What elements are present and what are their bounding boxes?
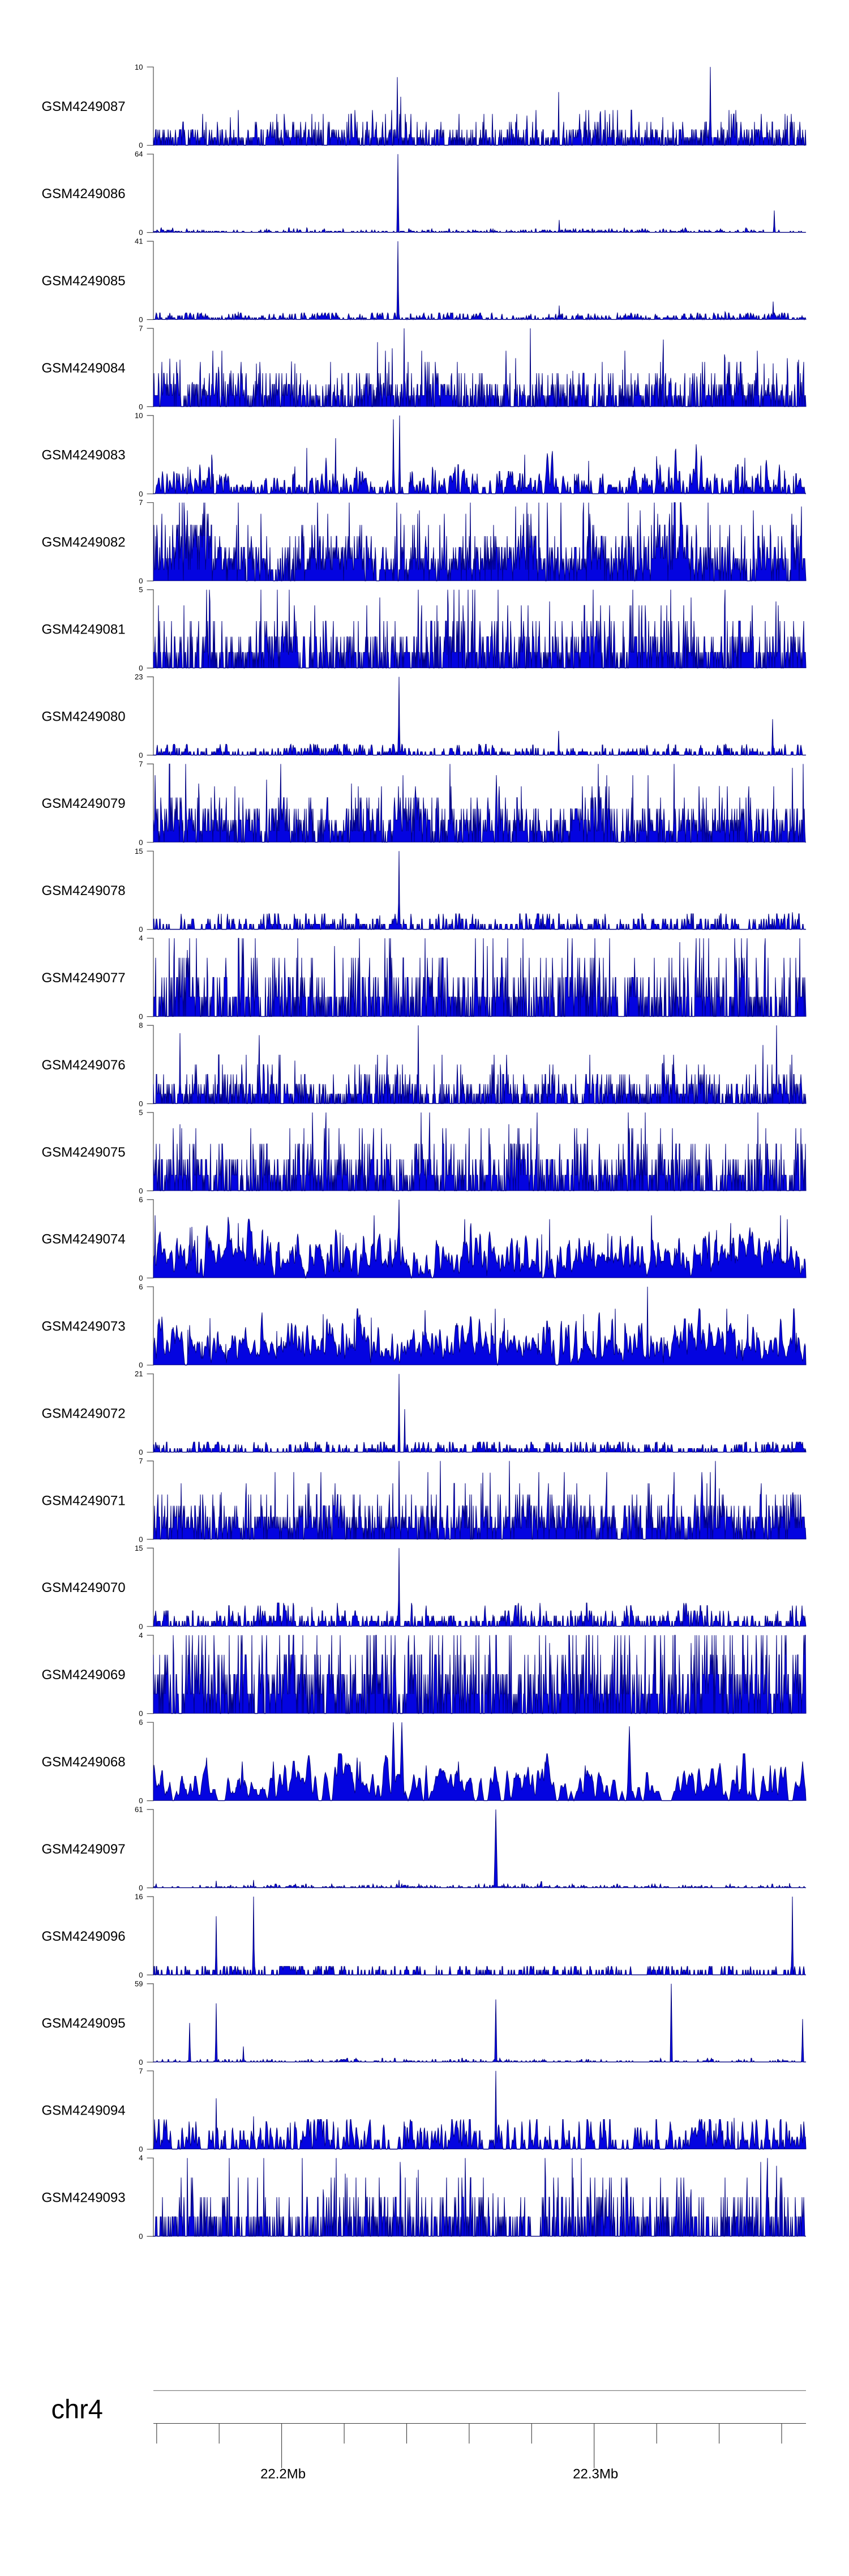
svg-text:7: 7 [139, 324, 143, 333]
svg-text:7: 7 [139, 1457, 143, 1465]
svg-text:0: 0 [139, 664, 143, 673]
svg-text:0: 0 [139, 141, 143, 149]
svg-text:0: 0 [139, 1187, 143, 1195]
svg-text:4: 4 [139, 934, 143, 943]
svg-text:GSM4249097: GSM4249097 [42, 1842, 126, 1857]
svg-text:0: 0 [139, 2145, 143, 2154]
svg-text:59: 59 [135, 1979, 143, 1988]
svg-text:0: 0 [139, 403, 143, 411]
svg-text:GSM4249077: GSM4249077 [42, 970, 126, 986]
svg-text:10: 10 [135, 63, 143, 71]
svg-text:GSM4249071: GSM4249071 [42, 1493, 126, 1508]
svg-text:23: 23 [135, 673, 143, 681]
svg-text:5: 5 [139, 1109, 143, 1117]
svg-text:6: 6 [139, 1195, 143, 1204]
svg-text:0: 0 [139, 228, 143, 237]
svg-text:GSM4249093: GSM4249093 [42, 2190, 126, 2206]
svg-text:6: 6 [139, 1718, 143, 1727]
svg-text:4: 4 [139, 1631, 143, 1640]
svg-text:0: 0 [139, 1099, 143, 1108]
svg-text:22.2Mb: 22.2Mb [260, 2467, 306, 2482]
svg-text:GSM4249083: GSM4249083 [42, 448, 126, 463]
svg-text:0: 0 [139, 751, 143, 759]
svg-text:GSM4249070: GSM4249070 [42, 1580, 126, 1595]
svg-text:0: 0 [139, 1448, 143, 1457]
svg-text:GSM4249072: GSM4249072 [42, 1406, 126, 1422]
svg-text:7: 7 [139, 760, 143, 768]
svg-text:0: 0 [139, 2058, 143, 2066]
svg-text:64: 64 [135, 150, 143, 159]
svg-text:6: 6 [139, 1282, 143, 1291]
svg-text:16: 16 [135, 1893, 143, 1901]
svg-text:GSM4249069: GSM4249069 [42, 1667, 126, 1683]
svg-text:GSM4249081: GSM4249081 [42, 622, 126, 637]
svg-text:61: 61 [135, 1805, 143, 1814]
svg-text:0: 0 [139, 2232, 143, 2241]
svg-text:GSM4249080: GSM4249080 [42, 709, 126, 724]
svg-text:0: 0 [139, 1535, 143, 1543]
svg-text:GSM4249076: GSM4249076 [42, 1058, 126, 1073]
svg-text:GSM4249096: GSM4249096 [42, 1929, 126, 1944]
svg-text:22.3Mb: 22.3Mb [573, 2467, 618, 2482]
svg-text:4: 4 [139, 2154, 143, 2162]
svg-text:0: 0 [139, 1796, 143, 1805]
svg-text:0: 0 [139, 925, 143, 934]
svg-text:0: 0 [139, 1884, 143, 1892]
svg-text:GSM4249068: GSM4249068 [42, 1755, 126, 1770]
svg-text:0: 0 [139, 1274, 143, 1282]
svg-text:GSM4249086: GSM4249086 [42, 186, 126, 202]
svg-text:15: 15 [135, 847, 143, 855]
svg-text:chr4: chr4 [52, 2394, 103, 2424]
svg-text:15: 15 [135, 1544, 143, 1552]
svg-text:GSM4249095: GSM4249095 [42, 2016, 126, 2031]
svg-text:10: 10 [135, 411, 143, 420]
svg-text:GSM4249082: GSM4249082 [42, 535, 126, 550]
svg-text:GSM4249087: GSM4249087 [42, 99, 126, 114]
svg-text:GSM4249073: GSM4249073 [42, 1319, 126, 1334]
svg-text:7: 7 [139, 498, 143, 507]
svg-text:0: 0 [139, 490, 143, 498]
svg-text:0: 0 [139, 1971, 143, 1979]
svg-text:21: 21 [135, 1370, 143, 1378]
svg-text:7: 7 [139, 2066, 143, 2075]
svg-text:0: 0 [139, 315, 143, 324]
svg-text:0: 0 [139, 1709, 143, 1718]
svg-text:0: 0 [139, 1361, 143, 1370]
svg-text:41: 41 [135, 237, 143, 246]
svg-text:0: 0 [139, 838, 143, 846]
svg-text:GSM4249079: GSM4249079 [42, 796, 126, 811]
svg-text:5: 5 [139, 585, 143, 594]
svg-text:0: 0 [139, 1012, 143, 1021]
svg-text:GSM4249078: GSM4249078 [42, 883, 126, 898]
svg-text:GSM4249075: GSM4249075 [42, 1145, 126, 1160]
svg-text:0: 0 [139, 1622, 143, 1631]
svg-text:GSM4249074: GSM4249074 [42, 1232, 126, 1247]
svg-text:8: 8 [139, 1021, 143, 1030]
svg-text:GSM4249084: GSM4249084 [42, 361, 126, 376]
svg-text:GSM4249094: GSM4249094 [42, 2103, 126, 2119]
svg-text:GSM4249085: GSM4249085 [42, 273, 126, 289]
svg-text:0: 0 [139, 577, 143, 585]
